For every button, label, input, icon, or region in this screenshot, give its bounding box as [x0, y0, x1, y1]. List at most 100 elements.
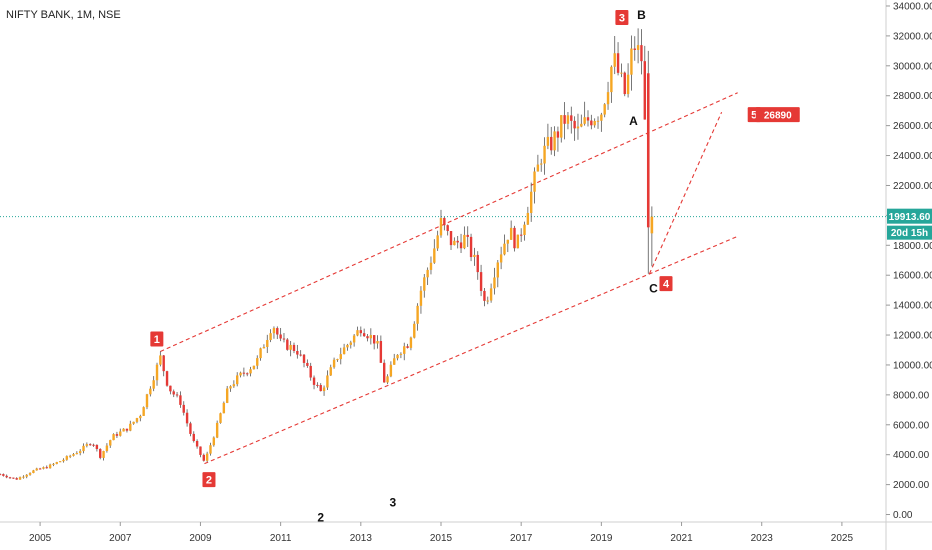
candle-up[interactable]	[252, 365, 256, 370]
candle-down[interactable]	[169, 385, 172, 392]
candle-up[interactable]	[52, 463, 55, 465]
candle-up[interactable]	[436, 235, 439, 249]
candle-down[interactable]	[299, 354, 302, 356]
candle-up[interactable]	[342, 347, 346, 355]
candle-down[interactable]	[0, 474, 2, 476]
candle-up[interactable]	[526, 212, 530, 225]
candle-down[interactable]	[640, 45, 643, 62]
candle-up[interactable]	[523, 224, 526, 235]
candle-down[interactable]	[179, 395, 182, 405]
candle-down[interactable]	[449, 231, 453, 246]
candle-up[interactable]	[413, 323, 416, 338]
candle-down[interactable]	[443, 217, 446, 226]
candle-up[interactable]	[105, 445, 109, 452]
candle-down[interactable]	[12, 477, 15, 479]
candle-up[interactable]	[399, 353, 403, 355]
candle-up[interactable]	[583, 117, 586, 124]
candle-up[interactable]	[225, 388, 229, 403]
candle-up[interactable]	[145, 394, 149, 408]
candle-up[interactable]	[439, 217, 443, 236]
candle-up[interactable]	[560, 115, 563, 138]
candle-down[interactable]	[479, 272, 483, 291]
candle-up[interactable]	[119, 431, 122, 436]
candle-up[interactable]	[272, 328, 276, 334]
candle-up[interactable]	[576, 126, 580, 129]
candle-up[interactable]	[135, 418, 139, 422]
candle-down[interactable]	[519, 234, 523, 236]
candle-down[interactable]	[319, 385, 322, 392]
candle-down[interactable]	[633, 48, 636, 50]
candle-down[interactable]	[406, 346, 409, 348]
candle-up[interactable]	[289, 344, 292, 350]
candle-up[interactable]	[28, 472, 32, 475]
candle-up[interactable]	[152, 380, 155, 389]
candle-up[interactable]	[256, 358, 259, 366]
candle-up[interactable]	[416, 305, 419, 324]
candle-up[interactable]	[35, 468, 38, 471]
candle-up[interactable]	[322, 387, 326, 392]
candle-up[interactable]	[626, 74, 630, 95]
candle-up[interactable]	[546, 136, 550, 146]
candle-up[interactable]	[356, 330, 359, 336]
candle-up[interactable]	[109, 440, 112, 446]
candle-up[interactable]	[533, 171, 536, 192]
candle-up[interactable]	[529, 191, 533, 213]
candle-down[interactable]	[182, 404, 185, 413]
candle-up[interactable]	[516, 234, 520, 249]
candle-up[interactable]	[239, 372, 242, 376]
candle-down[interactable]	[306, 362, 309, 366]
candle-down[interactable]	[513, 227, 516, 249]
candle-up[interactable]	[393, 358, 396, 365]
candle-down[interactable]	[456, 240, 459, 243]
candle-down[interactable]	[312, 377, 316, 385]
candle-up[interactable]	[536, 164, 540, 172]
candle-up[interactable]	[496, 262, 499, 278]
candle-down[interactable]	[189, 423, 192, 434]
candle-down[interactable]	[586, 117, 590, 121]
candle-up[interactable]	[62, 459, 65, 462]
candle-down[interactable]	[202, 454, 205, 461]
candle-up[interactable]	[269, 333, 272, 341]
candle-down[interactable]	[573, 120, 576, 129]
candle-up[interactable]	[72, 454, 75, 456]
channel-lines[interactable]	[160, 92, 738, 465]
candle-up[interactable]	[396, 354, 399, 359]
candle-up[interactable]	[463, 234, 466, 249]
candle-up[interactable]	[142, 407, 145, 416]
x-axis[interactable]: 2005 2007 2009 2011 2013 2015 2017 2019 2021 2023…	[0, 521, 932, 544]
candles[interactable]	[0, 28, 654, 480]
candle-up[interactable]	[85, 444, 89, 446]
candle-down[interactable]	[172, 391, 175, 395]
candle-down[interactable]	[195, 440, 199, 447]
candle-down[interactable]	[466, 234, 469, 237]
candle-down[interactable]	[89, 444, 92, 446]
candle-up[interactable]	[596, 120, 600, 122]
candle-up[interactable]	[346, 344, 349, 348]
candle-up[interactable]	[262, 346, 266, 349]
candle-up[interactable]	[499, 254, 503, 263]
candle-up[interactable]	[22, 476, 25, 478]
candle-up[interactable]	[18, 477, 22, 480]
candle-down[interactable]	[372, 335, 376, 344]
candle-down[interactable]	[623, 72, 626, 95]
candle-up[interactable]	[566, 115, 570, 124]
candle-down[interactable]	[165, 371, 169, 386]
candle-up[interactable]	[336, 359, 339, 361]
candle-up[interactable]	[473, 254, 476, 258]
candle-up[interactable]	[506, 239, 510, 244]
candle-down[interactable]	[45, 467, 48, 469]
candle-up[interactable]	[433, 248, 436, 263]
candle-down[interactable]	[38, 468, 42, 470]
candle-up[interactable]	[423, 277, 426, 291]
candle-up[interactable]	[149, 388, 152, 395]
candle-up[interactable]	[509, 227, 513, 240]
candle-up[interactable]	[205, 453, 209, 461]
candle-down[interactable]	[550, 136, 553, 151]
candle-up[interactable]	[349, 342, 352, 345]
candle-up[interactable]	[543, 145, 546, 164]
candle-down[interactable]	[99, 449, 102, 458]
candle-down[interactable]	[95, 444, 99, 450]
candle-down[interactable]	[5, 475, 8, 478]
candle-down[interactable]	[590, 120, 593, 126]
candle-up[interactable]	[232, 384, 236, 387]
